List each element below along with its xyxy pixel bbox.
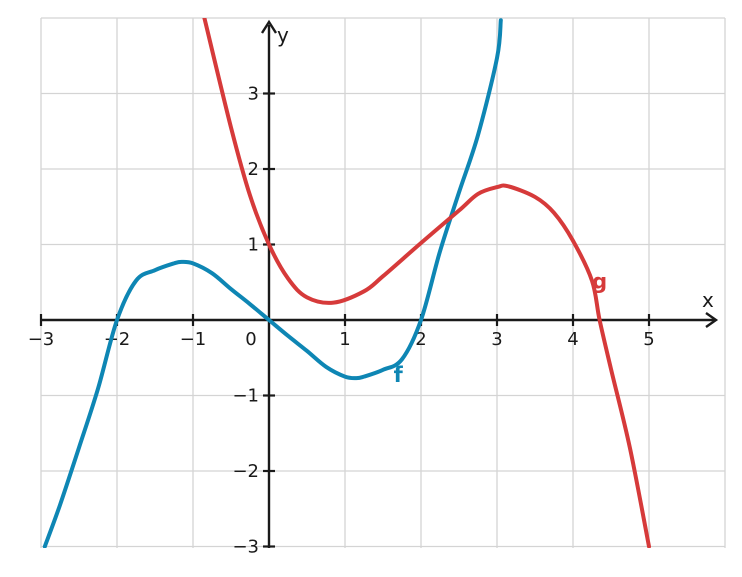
y-tick-label: −3 [232,537,259,558]
y-tick-label: −2 [232,461,259,482]
grid [40,17,726,548]
x-tick-label: 2 [415,329,426,350]
axes [41,19,719,548]
x-tick-label: −3 [28,329,55,350]
series-label-f: f [394,363,404,387]
x-tick-label: 1 [339,329,350,350]
series-label-g: g [592,269,607,293]
x-tick-label: 3 [491,329,502,350]
x-tick-label: 4 [567,329,578,350]
y-tick-label: 1 [248,235,259,256]
x-tick-label: 0 [245,329,256,350]
series-line-g [202,18,651,548]
y-axis-label: y [277,23,289,47]
series-line-f [42,18,503,548]
y-tick-label: −1 [232,386,259,407]
x-tick-label: −1 [180,329,207,350]
y-tick-label: 2 [248,159,259,180]
labels: x y f g [277,23,714,387]
curves [42,18,651,548]
x-axis-label: x [702,288,714,312]
x-tick-label: 5 [643,329,654,350]
y-tick-label: 3 [248,84,259,105]
y-axis-arrow [260,19,278,34]
x-axis-arrow [705,312,719,328]
